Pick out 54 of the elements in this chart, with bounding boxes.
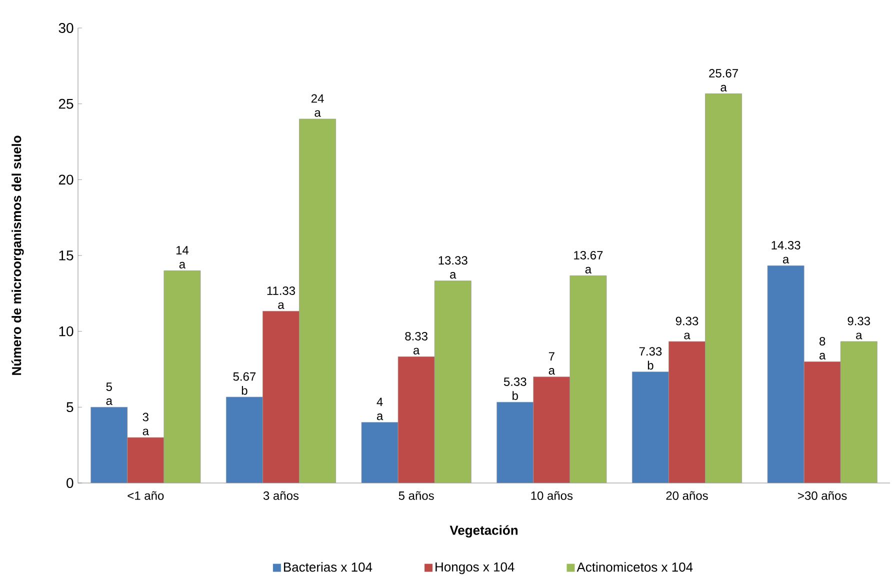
bar bbox=[90, 406, 128, 483]
bar bbox=[262, 310, 300, 483]
bar bbox=[668, 341, 706, 483]
y-tick-label: 30 bbox=[58, 23, 74, 33]
bar bbox=[804, 361, 841, 483]
data-label: 8 a bbox=[820, 336, 826, 360]
x-tick-label: 5 años bbox=[398, 491, 434, 500]
y-tick-label: 25 bbox=[58, 98, 74, 109]
legend-label: Bacterias x 104 bbox=[284, 562, 372, 572]
data-label: 11.33 a bbox=[267, 286, 296, 309]
bar bbox=[127, 437, 164, 483]
x-axis-title: Vegetación bbox=[450, 525, 518, 538]
data-label: 9.33 a bbox=[848, 316, 870, 340]
y-tick-label: 20 bbox=[58, 174, 74, 185]
bar bbox=[434, 280, 472, 483]
x-tick-label: 3 años bbox=[263, 491, 299, 500]
y-axis-title: Número de microorganismos del suelo bbox=[12, 136, 24, 375]
data-label: 5.67 b bbox=[233, 372, 256, 395]
data-label: 5.33 b bbox=[504, 377, 526, 400]
bar bbox=[632, 372, 669, 483]
data-label: 3 a bbox=[142, 412, 150, 436]
bar bbox=[361, 422, 398, 483]
data-label: 9.33 a bbox=[676, 316, 698, 340]
y-tick-label: 15 bbox=[59, 250, 74, 260]
bar bbox=[570, 275, 607, 483]
legend-label: Hongos x 104 bbox=[436, 562, 514, 574]
data-label: 8.33 a bbox=[405, 332, 428, 354]
bar bbox=[496, 402, 534, 483]
x-tick-label: 10 años bbox=[531, 491, 573, 500]
bar bbox=[398, 356, 435, 483]
data-label: 14.33 a bbox=[772, 240, 800, 264]
data-label: 4 a bbox=[376, 398, 384, 420]
data-label: 14 a bbox=[176, 246, 189, 268]
data-label: 7.33 b bbox=[639, 347, 662, 370]
data-label: 7 a bbox=[548, 352, 556, 375]
bar bbox=[533, 376, 570, 483]
data-label: 25.67 a bbox=[709, 68, 738, 92]
bar bbox=[767, 265, 804, 483]
bar bbox=[299, 118, 336, 483]
bar bbox=[840, 341, 878, 483]
x-tick-label: >30 años bbox=[798, 491, 847, 500]
bar bbox=[705, 93, 742, 483]
data-label: 5 a bbox=[106, 382, 112, 405]
legend-label: Actinomicetos x 104 bbox=[576, 562, 693, 572]
x-tick-label: 20 años bbox=[666, 491, 708, 500]
bar bbox=[226, 396, 263, 483]
y-tick-label: 10 bbox=[59, 326, 74, 336]
data-label: 24 a bbox=[311, 94, 324, 117]
y-tick-label: 0 bbox=[66, 478, 74, 488]
data-label: 13.33 a bbox=[438, 256, 468, 279]
y-tick-label: 5 bbox=[66, 402, 74, 412]
x-tick-label: <1 año bbox=[128, 491, 164, 500]
data-label: 13.67 a bbox=[574, 250, 603, 274]
bar bbox=[164, 270, 201, 483]
